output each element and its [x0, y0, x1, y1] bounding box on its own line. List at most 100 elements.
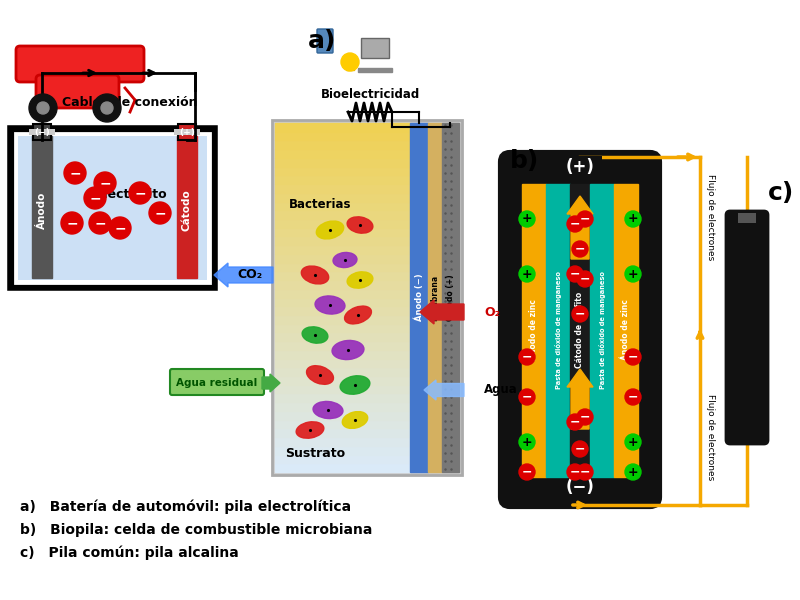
- Text: c): c): [768, 181, 794, 205]
- Text: Agua: Agua: [484, 383, 518, 397]
- Bar: [570, 184, 590, 477]
- Circle shape: [577, 464, 593, 480]
- Bar: [275, 350, 410, 359]
- Circle shape: [37, 102, 49, 114]
- Circle shape: [341, 53, 359, 71]
- Circle shape: [625, 349, 641, 365]
- Text: +: +: [522, 436, 532, 449]
- Bar: [275, 376, 410, 385]
- FancyArrow shape: [567, 369, 593, 429]
- Text: Membrana: Membrana: [430, 274, 439, 320]
- FancyBboxPatch shape: [726, 211, 768, 444]
- Ellipse shape: [302, 327, 328, 343]
- Circle shape: [577, 211, 593, 227]
- Bar: [32, 136, 52, 278]
- Ellipse shape: [316, 221, 344, 239]
- Text: CO₂: CO₂: [238, 269, 262, 281]
- FancyBboxPatch shape: [361, 38, 389, 58]
- FancyBboxPatch shape: [272, 120, 462, 475]
- Bar: [275, 202, 410, 210]
- Bar: [177, 136, 197, 278]
- Bar: [614, 184, 638, 477]
- Text: −: −: [580, 410, 590, 424]
- Text: Ánodo (−): Ánodo (−): [414, 274, 424, 322]
- Circle shape: [129, 182, 151, 204]
- Text: O₂: O₂: [484, 305, 500, 319]
- Text: −: −: [570, 415, 580, 428]
- Circle shape: [625, 434, 641, 450]
- Bar: [275, 132, 410, 140]
- Bar: [590, 184, 614, 477]
- Circle shape: [101, 102, 113, 114]
- Circle shape: [64, 162, 86, 184]
- Text: c) Pila común: pila alcalina: c) Pila común: pila alcalina: [20, 546, 238, 560]
- Bar: [275, 175, 410, 184]
- FancyBboxPatch shape: [10, 128, 215, 288]
- Text: Ánodo de zinc: Ánodo de zinc: [530, 299, 538, 361]
- Text: +: +: [522, 268, 532, 280]
- Bar: [275, 184, 410, 193]
- Text: Cátodo de grafito: Cátodo de grafito: [575, 292, 585, 368]
- Bar: [275, 367, 410, 376]
- Text: −: −: [570, 466, 580, 479]
- FancyArrow shape: [262, 374, 280, 392]
- Circle shape: [577, 409, 593, 425]
- Bar: [275, 227, 410, 236]
- Text: +: +: [628, 436, 638, 449]
- FancyArrow shape: [424, 380, 464, 400]
- FancyArrow shape: [214, 263, 273, 287]
- Text: −: −: [580, 466, 590, 479]
- Text: +: +: [628, 268, 638, 280]
- Circle shape: [519, 211, 535, 227]
- Text: −: −: [522, 466, 532, 479]
- Text: Ánodo de zinc: Ánodo de zinc: [622, 299, 630, 361]
- FancyBboxPatch shape: [16, 46, 144, 82]
- Text: b): b): [510, 149, 539, 173]
- Bar: [358, 68, 392, 72]
- Bar: [275, 428, 410, 437]
- Text: −: −: [628, 350, 638, 364]
- Text: −: −: [574, 443, 586, 455]
- Text: (−): (−): [566, 478, 594, 496]
- Circle shape: [567, 464, 583, 480]
- Circle shape: [625, 464, 641, 480]
- Bar: [275, 359, 410, 367]
- Text: −: −: [154, 206, 166, 220]
- Text: −: −: [522, 391, 532, 403]
- Bar: [522, 184, 546, 477]
- Bar: [275, 254, 410, 263]
- FancyBboxPatch shape: [317, 29, 333, 53]
- Circle shape: [625, 389, 641, 405]
- Text: (+): (+): [566, 158, 594, 176]
- Text: −: −: [89, 191, 101, 205]
- Text: Pasta de dióxido de manganeso: Pasta de dióxido de manganeso: [598, 271, 606, 389]
- Circle shape: [519, 434, 535, 450]
- Ellipse shape: [306, 365, 334, 385]
- Bar: [275, 280, 410, 289]
- Text: Flujo de electrones: Flujo de electrones: [706, 394, 715, 480]
- Text: −: −: [99, 176, 111, 190]
- Circle shape: [519, 266, 535, 282]
- Text: −: −: [574, 242, 586, 256]
- Text: −: −: [66, 216, 78, 230]
- Bar: [275, 323, 410, 332]
- Circle shape: [519, 389, 535, 405]
- Ellipse shape: [296, 422, 324, 438]
- Bar: [275, 332, 410, 341]
- Text: Electrolito: Electrolito: [96, 188, 168, 201]
- Bar: [275, 463, 410, 472]
- Ellipse shape: [342, 412, 368, 428]
- Text: Cátodo: Cátodo: [182, 189, 192, 231]
- Ellipse shape: [347, 217, 373, 233]
- FancyBboxPatch shape: [33, 124, 51, 140]
- Text: Bacterias: Bacterias: [289, 198, 351, 211]
- Bar: [275, 158, 410, 167]
- Circle shape: [94, 172, 116, 194]
- Text: +: +: [522, 212, 532, 226]
- Circle shape: [89, 212, 111, 234]
- Text: −: −: [628, 391, 638, 403]
- Text: (+): (+): [179, 127, 195, 136]
- FancyBboxPatch shape: [29, 129, 55, 135]
- Text: −: −: [522, 350, 532, 364]
- FancyBboxPatch shape: [15, 133, 210, 283]
